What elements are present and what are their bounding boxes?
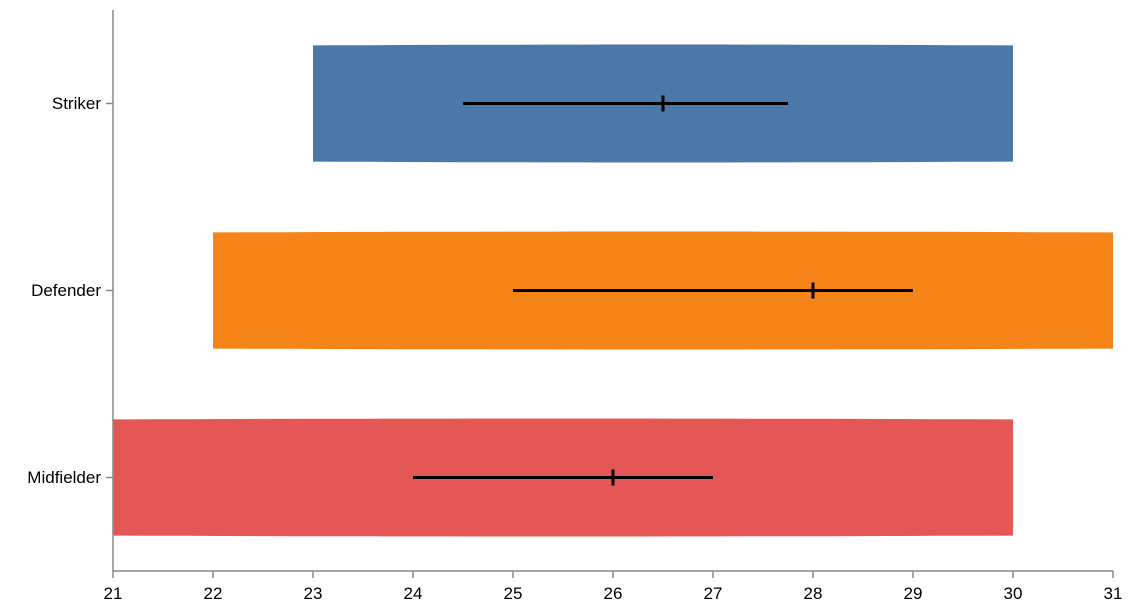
- x-axis: 21 22 23 24 25 26 27 28 29 30 31: [104, 570, 1123, 603]
- x-tick-label: 24: [404, 584, 423, 603]
- y-tick-label: Defender: [31, 281, 101, 300]
- x-tick-label: 25: [504, 584, 523, 603]
- x-tick-label: 28: [804, 584, 823, 603]
- x-tick-label: 26: [604, 584, 623, 603]
- x-tick-label: 23: [304, 584, 323, 603]
- y-axis: Striker Defender Midfielder: [27, 10, 114, 571]
- y-tick-label: Midfielder: [27, 468, 101, 487]
- y-tick-label: Striker: [52, 94, 101, 113]
- x-tick-label: 31: [1104, 584, 1123, 603]
- x-tick-label: 22: [204, 584, 223, 603]
- x-tick-label: 30: [1004, 584, 1023, 603]
- x-tick-label: 27: [704, 584, 723, 603]
- x-tick-label: 29: [904, 584, 923, 603]
- x-tick-label: 21: [104, 584, 123, 603]
- error-bar-layer: [413, 95, 913, 486]
